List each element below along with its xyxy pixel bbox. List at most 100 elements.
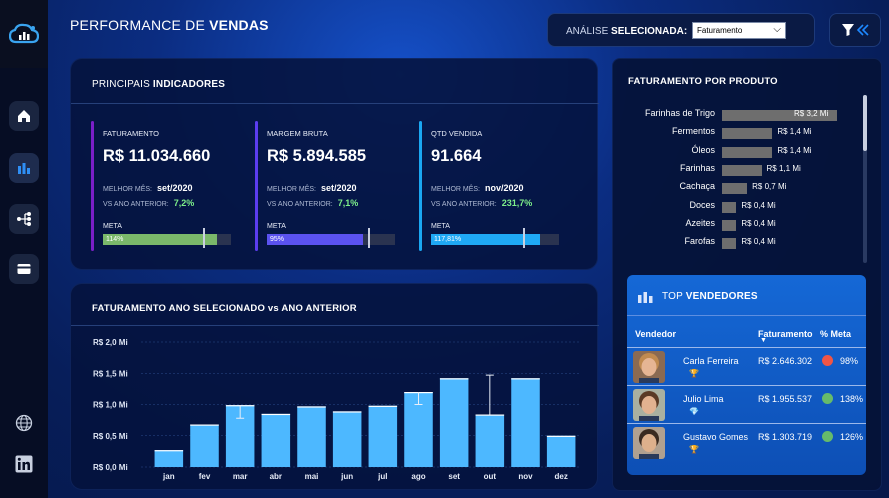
product-bar [722,164,762,176]
header-vendor[interactable]: Vendedor [635,329,677,339]
x-tick-label: fev [199,472,211,481]
vendor-pct-meta: 138% [840,394,864,404]
best-month-label: MELHOR MÊS: [103,186,153,193]
products-title: FATURAMENTO POR PRODUTO [628,76,778,87]
header-revenue[interactable]: Faturamento [758,329,813,339]
bar-cap [154,450,184,452]
bar[interactable] [475,414,505,468]
product-row[interactable]: Farinhas R$ 1,1 Mi [623,163,873,177]
home-icon[interactable] [9,101,39,131]
meta-progress-track: 117,81% [431,228,559,248]
x-tick-label: jan [162,472,175,481]
kpi-label: FATURAMENTO [103,129,159,138]
bar[interactable] [190,424,219,468]
kpi-value: R$ 11.034.660 [103,147,211,165]
bar[interactable] [439,378,469,467]
vendor-pct-meta: 98% [840,356,859,366]
logo-icon [0,0,48,68]
best-month-label: MELHOR MÊS: [267,186,317,193]
hierarchy-icon[interactable] [9,204,39,234]
linkedin-icon[interactable] [12,452,36,476]
product-value: R$ 3,2 Mi [794,109,829,118]
product-bar [722,110,837,121]
product-name: Azeites [685,217,715,228]
revenue-chart: R$ 0,0 Mi R$ 0,5 Mi R$ 1,0 Mi R$ 1,5 Mi R$ 2… [93,338,579,481]
bar[interactable] [332,411,362,467]
product-row[interactable]: Cachaça R$ 0,7 Mi [623,181,873,195]
product-bar [722,128,773,140]
vendor-row[interactable]: Gustavo Gomes 🏆 R$ 1.303.719 126% [627,423,866,461]
bar[interactable] [368,405,398,467]
y-tick-label: R$ 2,0 Mi [93,338,128,347]
product-value: R$ 0,4 Mi [741,200,776,210]
scrollbar[interactable] [863,95,867,263]
diamond-icon: 💎 [689,407,699,416]
kpi-block: MARGEM BRUTA R$ 5.894.585 MELHOR MÊS: set/2… [255,121,405,251]
product-value: R$ 1,4 Mi [777,127,812,137]
kpi-best-month: MELHOR MÊS: nov/2020 [431,183,524,193]
vendors-title: TOP VENDEDORES [662,291,758,302]
globe-icon[interactable] [12,411,36,435]
product-row[interactable]: Farinhas de Trigo R$ 3,2 Mi [623,108,873,122]
product-name: Doces [689,199,715,210]
product-row[interactable]: Farofas R$ 0,4 Mi [623,236,873,250]
vs-previous-label: VS ANO ANTERIOR: [103,201,169,208]
vs-previous-label: VS ANO ANTERIOR: [267,201,333,208]
meta-target-marker [523,228,526,248]
kpi-block: QTD VENDIDA 91.664 MELHOR MÊS: nov/2020 VS A… [419,121,569,251]
vendor-revenue: R$ 2.646.302 [758,356,813,366]
kpi-vs-previous: VS ANO ANTERIOR: 7,1% [267,198,358,208]
product-row[interactable]: Doces R$ 0,4 Mi [623,200,873,214]
kpi-value: R$ 5.894.585 [267,147,367,165]
bar[interactable] [261,413,291,467]
kpi-accent-bar [91,121,94,251]
bar[interactable] [154,450,184,467]
divider [71,103,599,104]
kpi-label: MARGEM BRUTA [267,129,328,138]
product-name: Farofas [684,236,715,247]
bar-chart-icon[interactable] [9,153,39,183]
product-bar [722,219,737,231]
vs-previous-value: 7,1% [337,198,359,208]
vendor-row[interactable]: Carla Ferreira 🏆 R$ 2.646.302 98% [627,347,866,385]
product-row[interactable]: Azeites R$ 0,4 Mi [623,218,873,232]
filter-button[interactable] [829,13,881,47]
double-chevron-left-icon [856,24,869,36]
header-pct-meta[interactable]: % Meta [820,329,852,339]
bar-cap [546,435,576,437]
bar[interactable] [511,378,540,467]
card-icon[interactable] [9,254,39,284]
y-tick-label: R$ 0,0 Mi [93,463,128,472]
product-row[interactable]: Fermentos R$ 1,4 Mi [623,126,873,140]
product-name: Óleos [691,144,715,155]
kpi-block: FATURAMENTO R$ 11.034.660 MELHOR MÊS: set/2… [91,121,241,251]
analysis-selector: ANÁLISE SELECIONADA: Faturamento ⌵ [547,13,815,47]
kpi-accent-bar [255,121,258,251]
product-row[interactable]: Óleos R$ 1,4 Mi [623,145,873,159]
bar-cap [511,378,540,380]
y-tick-label: R$ 1,5 Mi [93,369,128,378]
kpi-best-month: MELHOR MÊS: set/2020 [103,183,193,193]
vendor-name: Julio Lima [683,394,724,404]
meta-target-marker [202,228,205,248]
scrollbar-thumb[interactable] [863,95,867,151]
trophy-icon: 🏆 [689,445,699,454]
y-tick-label: R$ 1,0 Mi [93,401,128,410]
selector-label: ANÁLISE SELECIONADA: [566,26,688,37]
vendor-revenue: R$ 1.955.537 [758,394,813,404]
product-bar [722,183,748,195]
meta-progress-text: 117,81% [434,236,462,243]
meta-label: META [431,223,450,230]
vendor-row[interactable]: Julio Lima 💎 R$ 1.955.537 138% [627,385,866,423]
bar-cap [190,424,219,426]
analysis-dropdown[interactable]: Faturamento ⌵ [692,22,786,39]
x-tick-label: ago [411,472,425,481]
filter-icon [841,24,854,36]
bar[interactable] [546,435,576,467]
bar[interactable] [297,406,326,467]
x-tick-label: out [484,472,497,481]
meta-progress-fill: 117,81% [431,234,540,245]
meta-label: META [267,223,286,230]
vendor-name: Gustavo Gomes [683,432,749,442]
bar-cap [368,405,398,407]
